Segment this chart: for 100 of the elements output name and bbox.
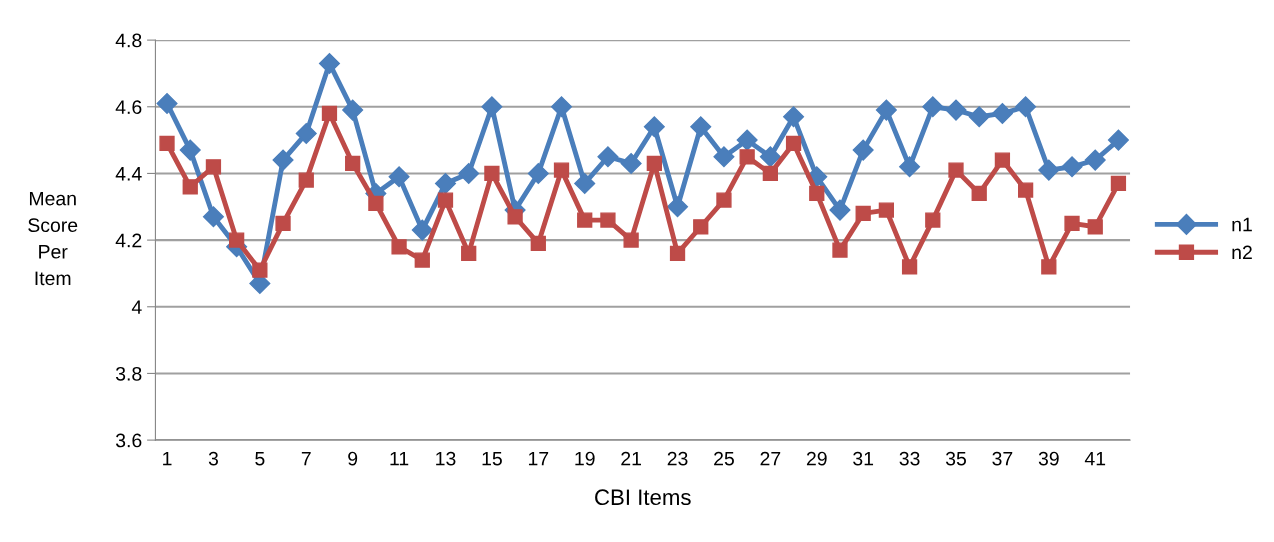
y-tick-label: 4 bbox=[131, 300, 142, 314]
point bbox=[669, 245, 686, 262]
point bbox=[855, 205, 871, 222]
point bbox=[922, 96, 944, 118]
point bbox=[667, 196, 689, 218]
y-tick-label: 4.4 bbox=[115, 167, 142, 181]
point bbox=[600, 212, 616, 228]
point bbox=[1107, 129, 1129, 151]
point bbox=[736, 129, 758, 151]
legend-label: n1 bbox=[1232, 217, 1252, 232]
point bbox=[318, 52, 340, 74]
point bbox=[434, 172, 457, 194]
point bbox=[411, 219, 433, 241]
point bbox=[899, 156, 921, 178]
y-tick-label: 3.8 bbox=[115, 366, 142, 381]
point bbox=[527, 162, 549, 184]
point bbox=[507, 209, 523, 225]
point bbox=[716, 192, 732, 208]
x-tick-label: 9 bbox=[348, 451, 358, 466]
point bbox=[458, 162, 480, 184]
point bbox=[925, 212, 941, 228]
point bbox=[272, 149, 294, 171]
point bbox=[1017, 182, 1034, 198]
point bbox=[205, 159, 222, 175]
point bbox=[179, 139, 201, 161]
x-tick-label: 31 bbox=[853, 451, 874, 466]
point bbox=[1087, 219, 1103, 235]
point bbox=[1061, 156, 1083, 178]
point bbox=[159, 135, 175, 152]
point bbox=[229, 232, 245, 248]
point bbox=[437, 192, 454, 208]
x-tick-label: 29 bbox=[806, 451, 827, 466]
point bbox=[1041, 259, 1057, 275]
point bbox=[852, 139, 874, 161]
point bbox=[829, 199, 851, 221]
point bbox=[832, 242, 848, 258]
point bbox=[182, 179, 198, 195]
y-axis-title: Mean Score Per Item bbox=[28, 191, 78, 286]
point bbox=[321, 105, 338, 122]
point bbox=[991, 102, 1013, 124]
point bbox=[574, 172, 596, 194]
x-tick-label: 15 bbox=[482, 451, 502, 466]
x-tick-label: 41 bbox=[1084, 451, 1106, 466]
y-tick-label: 4.2 bbox=[115, 233, 142, 248]
point bbox=[901, 259, 918, 275]
x-tick-label: 23 bbox=[667, 451, 688, 466]
point bbox=[620, 152, 642, 174]
point bbox=[202, 206, 224, 228]
point bbox=[646, 155, 662, 172]
x-tick-label: 13 bbox=[436, 451, 456, 466]
point bbox=[295, 122, 317, 144]
point bbox=[1084, 149, 1106, 171]
point bbox=[994, 152, 1011, 168]
point bbox=[481, 96, 503, 118]
point bbox=[759, 146, 781, 168]
point bbox=[391, 239, 407, 255]
x-tick-label: 39 bbox=[1038, 451, 1059, 466]
point bbox=[550, 96, 573, 118]
point bbox=[388, 166, 410, 188]
point bbox=[971, 185, 987, 202]
point bbox=[577, 212, 593, 228]
x-tick-label: 17 bbox=[528, 451, 549, 466]
point bbox=[1015, 96, 1037, 118]
point bbox=[1038, 159, 1060, 181]
point bbox=[623, 232, 639, 248]
point bbox=[785, 135, 802, 152]
point bbox=[530, 235, 546, 252]
point bbox=[298, 172, 314, 188]
point bbox=[597, 146, 619, 168]
point bbox=[968, 106, 990, 128]
point bbox=[809, 185, 825, 202]
point bbox=[345, 155, 361, 172]
point bbox=[762, 165, 779, 182]
point bbox=[643, 116, 665, 138]
x-tick-label: 35 bbox=[945, 451, 966, 466]
point bbox=[414, 252, 430, 268]
point bbox=[252, 262, 268, 278]
point bbox=[739, 149, 755, 165]
x-tick-label: 21 bbox=[621, 451, 641, 466]
point bbox=[713, 146, 735, 168]
x-tick-label: 7 bbox=[301, 451, 311, 466]
point bbox=[484, 165, 500, 182]
x-tick-label: 19 bbox=[575, 451, 595, 466]
x-tick-label: 27 bbox=[760, 451, 781, 466]
x-tick-label: 37 bbox=[992, 451, 1013, 466]
point bbox=[875, 99, 897, 121]
y-tick-label: 4.8 bbox=[115, 33, 142, 48]
point bbox=[948, 162, 964, 178]
y-tick-label: 3.6 bbox=[115, 433, 142, 448]
y-tick-label: 4.6 bbox=[115, 100, 142, 115]
x-axis-title: CBI Items bbox=[595, 489, 691, 506]
x-tick-label: 5 bbox=[255, 451, 265, 466]
point bbox=[461, 245, 477, 262]
point bbox=[693, 219, 709, 235]
point bbox=[342, 99, 364, 121]
point bbox=[156, 92, 178, 114]
x-tick-label: 33 bbox=[899, 451, 920, 466]
point bbox=[878, 202, 895, 218]
point bbox=[690, 116, 712, 138]
point bbox=[275, 215, 291, 232]
